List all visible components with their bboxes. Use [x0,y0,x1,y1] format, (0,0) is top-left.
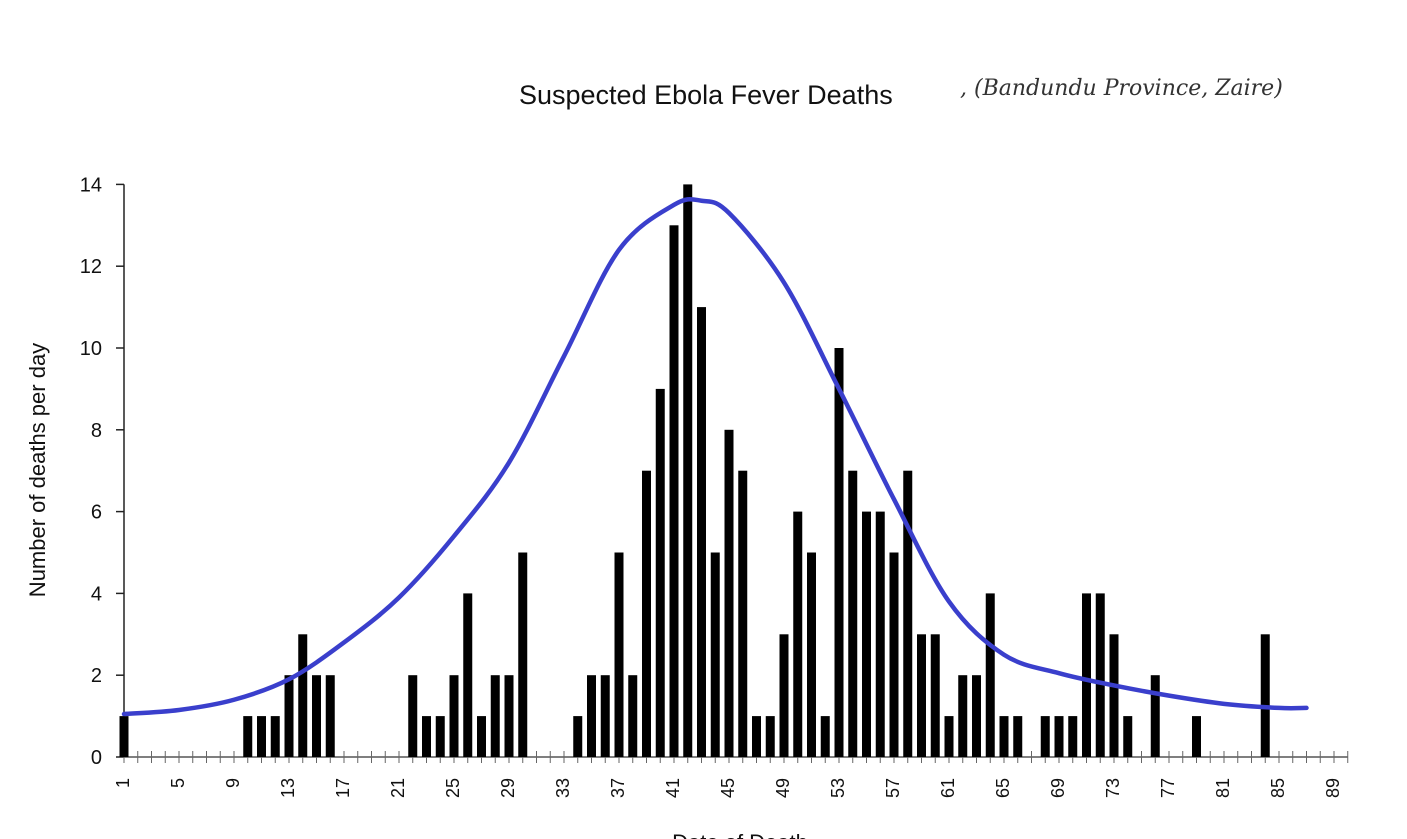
x-axis-title: Date of Death [672,830,808,839]
bar [807,552,816,757]
bar [999,716,1009,757]
x-tick-label: 29 [498,778,518,798]
bar [1082,593,1091,757]
bar [697,307,706,757]
bar [972,675,981,757]
x-tick-label: 21 [388,778,408,798]
bar [1040,716,1050,757]
bar [1054,716,1064,757]
x-tick-label: 41 [663,778,683,798]
x-tick-label: 77 [1158,778,1178,798]
bar [724,429,734,757]
bar [270,716,280,757]
y-tick-label: 14 [80,174,102,196]
x-tick-label: 57 [883,778,903,798]
bar [834,348,844,757]
bar [752,716,761,757]
x-tick-label: 13 [278,778,298,798]
bar [944,716,954,757]
bar [518,552,528,757]
x-tick-label: 89 [1323,778,1343,798]
x-tick-label: 33 [553,778,573,798]
x-tick-label: 81 [1213,778,1233,798]
y-tick-label: 8 [91,420,102,442]
bar [655,388,665,757]
bar [930,634,940,757]
fitted-curve-line [121,196,1309,717]
y-tick-label: 12 [80,256,102,278]
bar [862,511,871,757]
y-tick-label: 6 [91,502,102,524]
bar [1013,716,1023,757]
bar [573,716,583,757]
bar [917,634,926,757]
bar [903,470,913,757]
bar [312,675,321,757]
x-tick-label: 1 [113,778,133,788]
bar [710,552,720,757]
y-tick-label: 2 [91,665,102,687]
bar [985,593,995,757]
bar [1123,716,1133,757]
bar [642,470,651,757]
bar [793,511,803,757]
bar [435,716,445,757]
bar [477,716,486,757]
bar [1068,716,1078,757]
bar [408,675,418,757]
bar [628,675,638,757]
bar [298,634,308,757]
x-tick-label: 25 [443,778,463,798]
bar [1260,634,1270,757]
bar [889,552,899,757]
bar [1192,716,1201,757]
bar [683,184,693,757]
bar [449,675,459,757]
x-tick-label: 65 [993,778,1013,798]
y-axis-title: Number of deaths per day [25,343,50,597]
bar [875,511,885,757]
bar [600,675,610,757]
x-tick-label: 37 [608,778,628,798]
bar [257,716,266,757]
x-tick-label: 61 [938,778,958,798]
bar [325,675,335,757]
bar [820,716,830,757]
handwritten-note: , (Bandundu Province, Zaire) [960,76,1283,101]
chart-title: Suspected Ebola Fever Deaths [519,80,893,110]
y-tick-label: 0 [91,747,102,769]
bar [1109,634,1119,757]
bar [738,470,748,757]
bar [1150,675,1160,757]
bar [243,716,253,757]
bar [284,675,294,757]
bar [765,716,775,757]
bar [1095,593,1105,757]
y-tick-label: 4 [91,583,102,605]
bar [504,675,514,757]
x-tick-label: 17 [333,778,353,798]
x-tick-label: 69 [1048,778,1068,798]
y-tick-label: 10 [80,338,102,360]
bar [779,634,789,757]
x-tick-label: 9 [223,778,243,788]
x-tick-label: 49 [773,778,793,798]
x-tick-label: 5 [168,778,188,788]
bar [614,552,624,757]
bar [463,593,473,757]
bar [958,675,968,757]
bar [490,675,500,757]
bar [587,675,596,757]
bar [422,716,431,757]
bar [119,716,129,757]
x-tick-label: 45 [718,778,738,798]
x-tick-label: 85 [1268,778,1288,798]
bar [848,470,858,757]
x-tick-label: 73 [1103,778,1123,798]
x-tick-label: 53 [828,778,848,798]
bar [669,225,679,758]
